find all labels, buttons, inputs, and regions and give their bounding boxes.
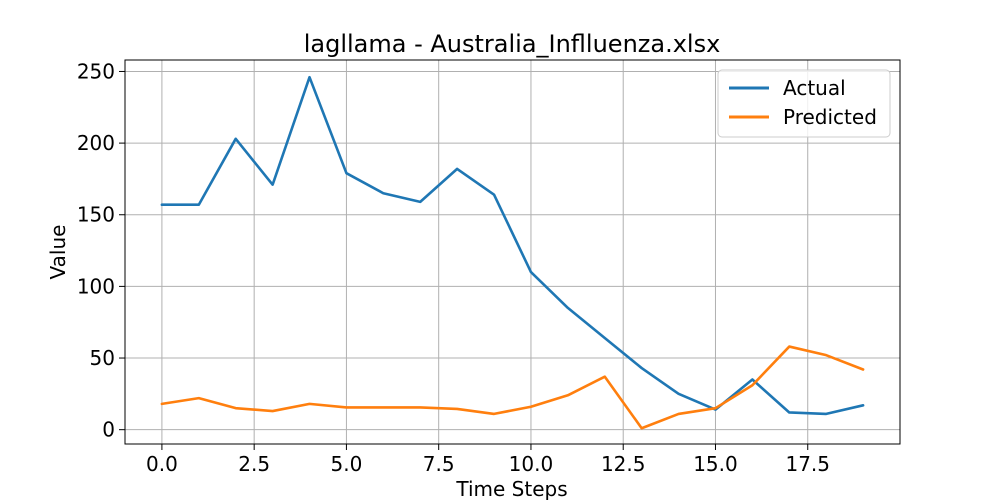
y-tick-label: 100	[77, 274, 115, 298]
series-line-predicted	[160, 345, 865, 430]
x-axis-label: Time Steps	[455, 477, 567, 500]
y-axis-label: Value	[46, 225, 70, 280]
series-line-actual	[160, 75, 865, 416]
x-tick-label: 15.0	[693, 452, 738, 476]
legend-label-actual: Actual	[783, 76, 846, 100]
y-tick-label: 50	[90, 346, 115, 370]
x-tick-label: 12.5	[601, 452, 646, 476]
y-tick-label: 250	[77, 59, 115, 83]
grid	[125, 60, 900, 444]
x-tick-label: 2.5	[238, 452, 270, 476]
x-axis-ticks: 0.0 2.5 5.0 7.5 10.0 12.5 15.0 17.5	[146, 444, 830, 476]
x-tick-label: 17.5	[785, 452, 830, 476]
x-tick-label: 0.0	[146, 452, 178, 476]
y-tick-label: 0	[102, 418, 115, 442]
chart-title: lagllama - Australia_Inflluenza.xlsx	[304, 30, 721, 58]
legend: Actual Predicted	[717, 69, 891, 138]
y-axis-ticks: 0 50 100 150 200 250	[77, 59, 125, 442]
plot-frame	[124, 59, 901, 445]
x-tick-label: 10.0	[509, 452, 554, 476]
y-tick-label: 200	[77, 131, 115, 155]
x-tick-label: 7.5	[423, 452, 455, 476]
legend-label-predicted: Predicted	[783, 105, 877, 129]
y-tick-label: 150	[77, 203, 115, 227]
x-tick-label: 5.0	[331, 452, 363, 476]
series-lines	[160, 75, 865, 430]
